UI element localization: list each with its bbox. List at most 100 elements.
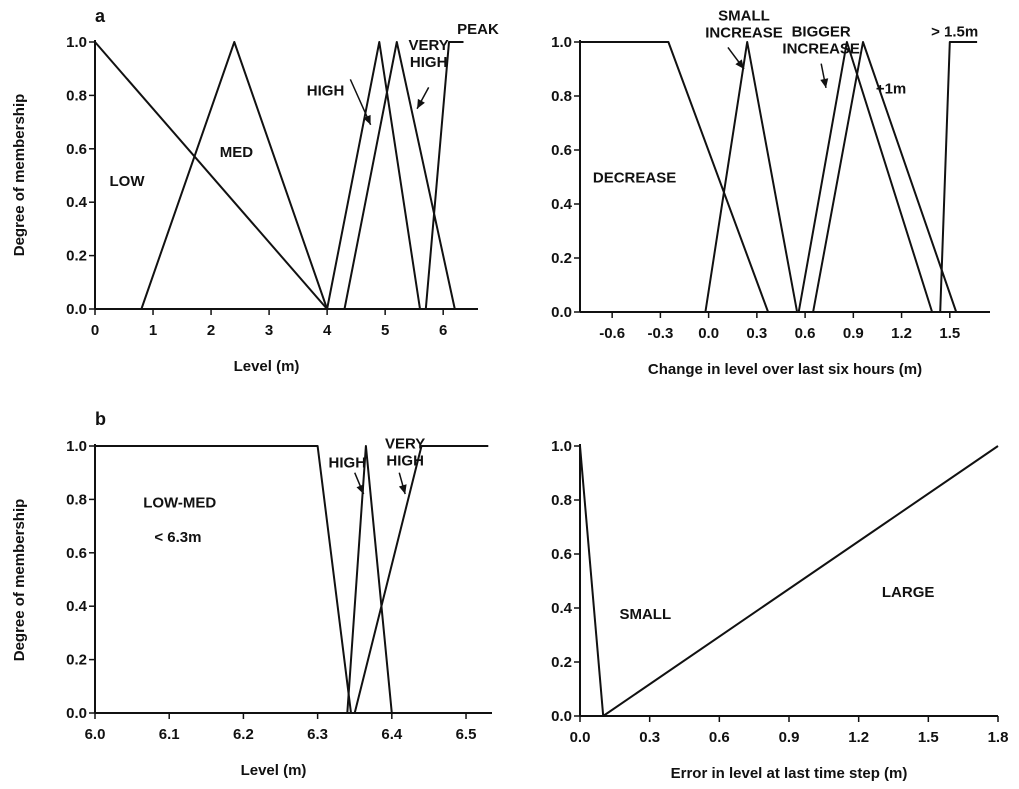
series-low <box>94 41 328 310</box>
annotation-line: SMALL <box>619 606 671 623</box>
x-tick-label: 6.1 <box>159 726 180 743</box>
series-1m <box>812 41 958 313</box>
x-tick-label: 6 <box>439 322 447 339</box>
annotation-line: < 6.3m <box>154 529 201 546</box>
annotation-decrease: DECREASE <box>593 169 676 186</box>
annotation-line: PEAK <box>457 21 499 38</box>
annotation-6-3m: < 6.3m <box>154 529 201 546</box>
x-tick-label: 0.0 <box>698 325 719 342</box>
annotation-low-med: LOW-MED <box>143 494 216 511</box>
y-tick-label: 0.2 <box>66 248 87 265</box>
series-low-med <box>95 445 352 714</box>
annotation-line: MED <box>220 144 254 161</box>
x-tick-label: 0.9 <box>843 325 864 342</box>
x-tick-label: 1.5 <box>939 325 960 342</box>
x-tick-label: 6.4 <box>381 726 403 743</box>
x-axis-label: Level (m) <box>234 358 300 375</box>
series-high <box>326 41 421 310</box>
annotation-line: > 1.5m <box>931 24 978 41</box>
arrow-head <box>735 59 744 69</box>
arrow-head <box>820 78 829 88</box>
annotation-line: HIGH <box>329 454 367 471</box>
arrow-head <box>363 114 371 125</box>
annotation-line: SMALL <box>718 7 770 24</box>
x-tick-label: 0.0 <box>570 729 591 746</box>
y-tick-label: 0.8 <box>551 492 572 509</box>
annotation-line: HIGH <box>307 82 345 99</box>
annotation-bigger-increase: BIGGER INCREASE <box>782 24 860 58</box>
annotation-line: INCREASE <box>782 41 860 58</box>
annotation-line: DECREASE <box>593 169 676 186</box>
panel-label-b: b <box>95 409 106 429</box>
annotation-med: MED <box>220 144 254 161</box>
annotation-1m: +1m <box>876 80 906 97</box>
annotation-line: VERY <box>409 37 449 54</box>
x-tick-label: 1.2 <box>891 325 912 342</box>
y-tick-label: 0.4 <box>551 196 573 213</box>
y-tick-label: 0.0 <box>66 301 87 318</box>
y-tick-label: 0.2 <box>551 654 572 671</box>
y-tick-label: 0.8 <box>66 87 87 104</box>
series-peak <box>424 41 464 310</box>
series-very-high <box>353 445 489 714</box>
x-tick-label: 6.2 <box>233 726 254 743</box>
x-axis-label: Error in level at last time step (m) <box>671 765 908 782</box>
chart-2: 0.0 0.2 0.4 0.6 0.8 1.0 -0.6 -0.3 0.0 0.3 0.6 0.9 1.… <box>551 7 990 378</box>
annotation-low: LOW <box>110 173 146 190</box>
x-tick-label: 0.6 <box>709 729 730 746</box>
y-tick-label: 1.0 <box>551 438 572 455</box>
y-tick-label: 0.2 <box>66 652 87 669</box>
x-tick-label: 1.5 <box>918 729 939 746</box>
annotation-high: HIGH <box>329 454 367 471</box>
series-med <box>140 41 329 310</box>
y-axis-label: Degree of membership <box>11 94 28 257</box>
panel-label-a: a <box>95 6 106 26</box>
y-tick-label: 0.6 <box>66 141 87 158</box>
annotation-line: VERY <box>385 436 425 453</box>
y-tick-label: 0.6 <box>551 142 572 159</box>
y-tick-label: 0.0 <box>551 304 572 321</box>
series-1-5m <box>939 41 978 313</box>
annotation-very-high: VERY HIGH <box>385 436 425 470</box>
charts-group: 0.0 0.2 0.4 0.6 0.8 1.0 0 1 2 3 4 5 6 Level (m) Degree… <box>11 7 1008 782</box>
x-tick-label: 0.9 <box>779 729 800 746</box>
x-axis-label: Change in level over last six hours (m) <box>648 361 922 378</box>
annotation-large: LARGE <box>882 584 935 601</box>
series-small-increase <box>704 41 799 313</box>
annotation-line: LARGE <box>882 584 935 601</box>
y-tick-label: 0.6 <box>551 546 572 563</box>
annotation-line: HIGH <box>386 453 424 470</box>
annotation-high: HIGH <box>307 82 345 99</box>
x-tick-label: 4 <box>323 322 332 339</box>
x-axis-label: Level (m) <box>241 762 307 779</box>
x-tick-label: 5 <box>381 322 389 339</box>
y-tick-label: 0.8 <box>551 88 572 105</box>
x-tick-label: 0.6 <box>795 325 816 342</box>
y-axis-label: Degree of membership <box>11 499 28 662</box>
x-tick-label: 6.5 <box>456 726 477 743</box>
arrow-head <box>417 98 425 109</box>
annotation-line: INCREASE <box>705 24 783 41</box>
annotation-small: SMALL <box>619 606 671 623</box>
chart-4: 0.0 0.2 0.4 0.6 0.8 1.0 0.0 0.3 0.6 0.9 1.2 1.5 1.8 E… <box>551 438 1008 782</box>
y-tick-label: 0.4 <box>551 600 573 617</box>
x-tick-label: 1.8 <box>988 729 1009 746</box>
annotation-line: HIGH <box>410 54 448 71</box>
y-tick-label: 0.2 <box>551 250 572 267</box>
series-high <box>346 445 393 714</box>
y-tick-label: 1.0 <box>66 34 87 51</box>
x-tick-label: 2 <box>207 322 215 339</box>
series-small <box>579 445 605 717</box>
x-tick-label: -0.6 <box>599 325 625 342</box>
y-tick-label: 0.0 <box>66 705 87 722</box>
series-decrease <box>580 41 770 313</box>
y-tick-label: 0.6 <box>66 545 87 562</box>
x-tick-label: 0.3 <box>746 325 767 342</box>
annotation-small-increase: SMALL INCREASE <box>705 7 783 41</box>
x-tick-label: 3 <box>265 322 273 339</box>
y-tick-label: 0.4 <box>66 194 88 211</box>
x-tick-label: -0.3 <box>647 325 673 342</box>
y-tick-label: 1.0 <box>66 438 87 455</box>
x-tick-label: 6.3 <box>307 726 328 743</box>
